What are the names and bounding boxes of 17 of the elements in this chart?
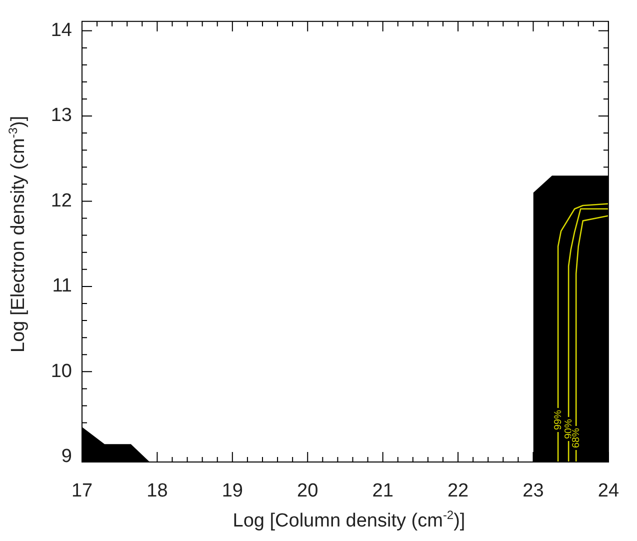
- text: 68%: [570, 428, 582, 448]
- y-tick-label: 12: [50, 190, 72, 212]
- x-tick-label: 22: [447, 480, 469, 502]
- x-tick-label: 23: [522, 480, 544, 502]
- y-tick-label: 13: [50, 105, 72, 126]
- x-tick-label: 20: [297, 480, 318, 502]
- y-tick-label: 9: [61, 446, 72, 468]
- y-tick-label: 11: [52, 276, 72, 297]
- x-tick-label: 24: [598, 480, 620, 502]
- x-tick-label: 18: [146, 480, 168, 502]
- y-tick-label: 10: [50, 360, 72, 382]
- x-tick-label: 17: [71, 480, 93, 502]
- text: 99%: [552, 410, 564, 430]
- x-tick-label: 19: [222, 480, 243, 502]
- x-axis-title: Log [Column density (cm$^{-2}$)]: [232, 508, 466, 532]
- x-tick-label: 21: [372, 480, 394, 502]
- y-tick-label: 14: [50, 20, 72, 42]
